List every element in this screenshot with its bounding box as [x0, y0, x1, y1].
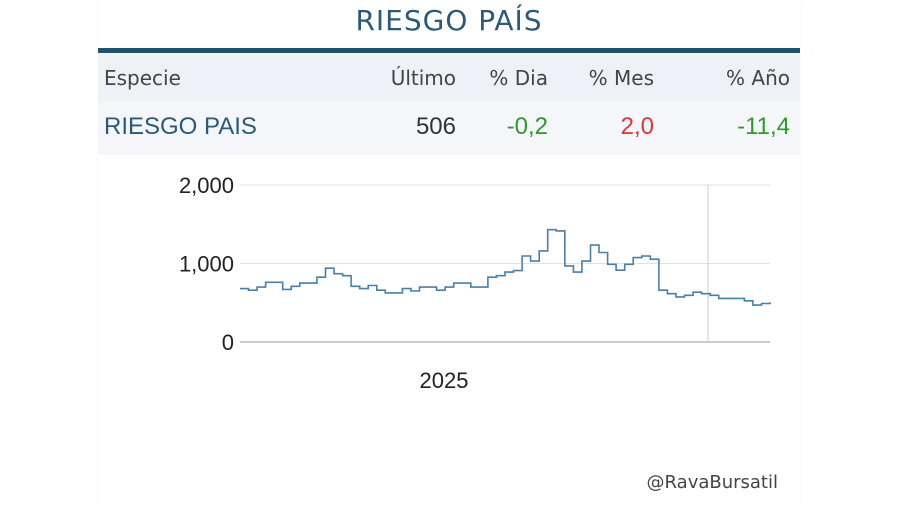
cell-mes: 2,0 [620, 113, 654, 140]
widget-title: RIESGO PAÍS [355, 4, 543, 37]
header-mes: % Mes [588, 66, 654, 90]
header-anio: % Año [726, 66, 790, 90]
riesgo-pais-widget: RIESGO PAÍS Especie Último % Dia % Mes %… [98, 0, 800, 505]
table-header: Especie Último % Dia % Mes % Año [98, 53, 800, 101]
y-tick-label: 2,000 [179, 173, 234, 198]
cell-especie[interactable]: RIESGO PAIS [104, 113, 257, 140]
header-dia: % Dia [489, 66, 548, 90]
cell-ultimo: 506 [415, 113, 456, 140]
source-credit: @RavaBursatil [646, 472, 778, 493]
cell-anio: -11,4 [737, 113, 790, 140]
header-ultimo: Último [390, 66, 456, 90]
riesgo-pais-chart: 2,000 1,000 0 2025 [179, 173, 771, 393]
title-divider [98, 48, 800, 53]
cell-dia: -0,2 [506, 113, 548, 140]
series-line [240, 228, 771, 306]
y-tick-label: 1,000 [179, 252, 234, 277]
x-tick-label: 2025 [420, 368, 469, 393]
y-tick-label: 0 [222, 330, 234, 355]
table-row[interactable]: RIESGO PAIS 506 -0,2 2,0 -11,4 [98, 101, 800, 155]
header-especie: Especie [104, 66, 181, 90]
